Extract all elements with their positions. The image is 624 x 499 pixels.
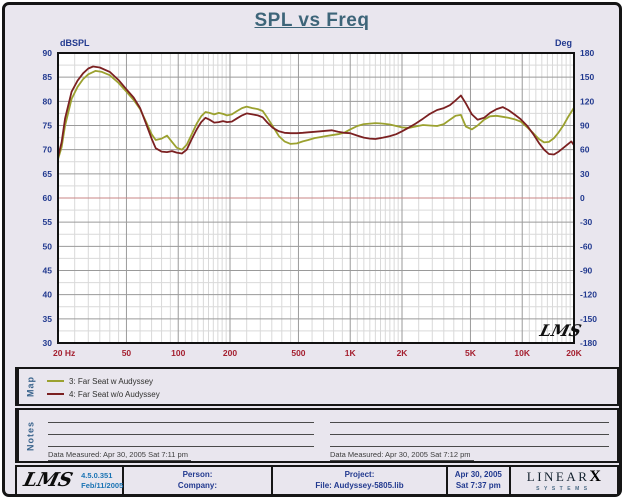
svg-text:80: 80 xyxy=(43,96,53,106)
data-measured-right: Data Measured: Apr 30, 2005 Sat 7:12 pm xyxy=(330,450,474,461)
page-title: SPL vs Freq xyxy=(254,10,370,31)
svg-text:LMS: LMS xyxy=(537,321,583,340)
svg-text:200: 200 xyxy=(223,348,237,358)
svg-text:Deg: Deg xyxy=(555,38,572,48)
lms-logo: LMS xyxy=(21,469,75,491)
company-label: Company: xyxy=(177,480,218,490)
svg-text:90: 90 xyxy=(43,48,53,58)
legend-item: 4: Far Seat w/o Audyssey xyxy=(47,389,611,400)
legend-label: 3: Far Seat w Audyssey xyxy=(69,376,154,386)
project-label: Project: xyxy=(344,469,375,479)
svg-text:150: 150 xyxy=(580,72,594,82)
svg-text:-120: -120 xyxy=(580,290,597,300)
svg-text:2K: 2K xyxy=(397,348,409,358)
app-version-date: Feb/11/2005 xyxy=(81,480,124,490)
footer-person-cell: Person: Company: xyxy=(124,467,274,494)
note-line xyxy=(330,423,609,435)
svg-text:60: 60 xyxy=(580,145,590,155)
svg-text:75: 75 xyxy=(43,121,53,131)
svg-text:65: 65 xyxy=(43,169,53,179)
svg-text:500: 500 xyxy=(291,348,305,358)
legend-item: 3: Far Seat w Audyssey xyxy=(47,376,611,387)
footer-bar: LMS 4.5.0.351 Feb/11/2005 Person: Compan… xyxy=(15,465,619,496)
svg-text:45: 45 xyxy=(43,266,53,276)
notes-content: Data Measured: Apr 30, 2005 Sat 7:11 pm … xyxy=(42,410,617,461)
svg-text:40: 40 xyxy=(43,290,53,300)
svg-text:0: 0 xyxy=(580,193,585,203)
svg-text:-90: -90 xyxy=(580,266,593,276)
legend: 3: Far Seat w Audyssey 4: Far Seat w/o A… xyxy=(42,369,617,404)
svg-text:20 Hz: 20 Hz xyxy=(53,348,75,358)
note-line xyxy=(48,411,314,423)
file-label: File: Audyssey-5805.lib xyxy=(315,480,404,490)
svg-text:60: 60 xyxy=(43,193,53,203)
note-line xyxy=(330,411,609,423)
svg-text:30: 30 xyxy=(43,338,53,348)
note-line xyxy=(48,423,314,435)
legend-swatch-wo-audyssey xyxy=(47,393,64,395)
brand-linear-text: LINEAR xyxy=(526,468,590,484)
svg-text:-30: -30 xyxy=(580,217,593,227)
svg-text:-180: -180 xyxy=(580,338,597,348)
brand-x-text: X xyxy=(589,467,601,485)
svg-text:35: 35 xyxy=(43,314,53,324)
spl-vs-freq-chart: LMS 90 85 80 75 70 65 60 55 50 45 40 35 30 180 150 120 90… xyxy=(43,38,598,358)
svg-text:10K: 10K xyxy=(514,348,530,358)
svg-text:50: 50 xyxy=(43,241,53,251)
legend-label: 4: Far Seat w/o Audyssey xyxy=(69,389,160,399)
footer-version-cell: LMS 4.5.0.351 Feb/11/2005 xyxy=(17,467,124,494)
svg-text:dBSPL: dBSPL xyxy=(60,38,90,48)
svg-text:-60: -60 xyxy=(580,241,593,251)
footer-date: Apr 30, 2005 xyxy=(454,469,502,479)
footer-date-cell: Apr 30, 2005 Sat 7:37 pm xyxy=(448,467,511,494)
svg-text:55: 55 xyxy=(43,217,53,227)
linearx-logo: LINEARX SYSTEMS xyxy=(511,467,616,493)
footer-time: Sat 7:37 pm xyxy=(455,480,501,490)
svg-text:180: 180 xyxy=(580,48,594,58)
data-measured-left: Data Measured: Apr 30, 2005 Sat 7:11 pm xyxy=(48,450,191,461)
svg-text:20K: 20K xyxy=(566,348,582,358)
svg-text:50: 50 xyxy=(122,348,132,358)
svg-text:5K: 5K xyxy=(465,348,477,358)
svg-text:85: 85 xyxy=(43,72,53,82)
footer-project-cell: Project: File: Audyssey-5805.lib xyxy=(273,467,448,494)
notes-panel: Notes Data Measured: Apr 30, 2005 Sat 7:… xyxy=(15,408,619,463)
app-version: 4.5.0.351 xyxy=(81,470,113,480)
brand-systems-text: SYSTEMS xyxy=(536,485,592,492)
svg-text:30: 30 xyxy=(580,169,590,179)
svg-text:-150: -150 xyxy=(580,314,597,324)
notes-column-left: Data Measured: Apr 30, 2005 Sat 7:11 pm xyxy=(48,411,314,461)
note-line xyxy=(48,435,314,447)
svg-text:90: 90 xyxy=(580,121,590,131)
note-line xyxy=(330,435,609,447)
map-panel: Map 3: Far Seat w Audyssey 4: Far Seat w… xyxy=(15,367,619,406)
svg-text:100: 100 xyxy=(171,348,185,358)
svg-text:70: 70 xyxy=(43,145,53,155)
notes-column-right: Data Measured: Apr 30, 2005 Sat 7:12 pm xyxy=(330,411,609,461)
footer-brand-cell: LINEARX SYSTEMS xyxy=(511,467,617,494)
svg-text:120: 120 xyxy=(580,96,594,106)
notes-panel-label: Notes xyxy=(17,410,42,461)
svg-text:1K: 1K xyxy=(345,348,357,358)
person-label: Person: xyxy=(182,469,213,479)
map-panel-label: Map xyxy=(17,369,42,404)
legend-swatch-w-audyssey xyxy=(47,380,64,382)
